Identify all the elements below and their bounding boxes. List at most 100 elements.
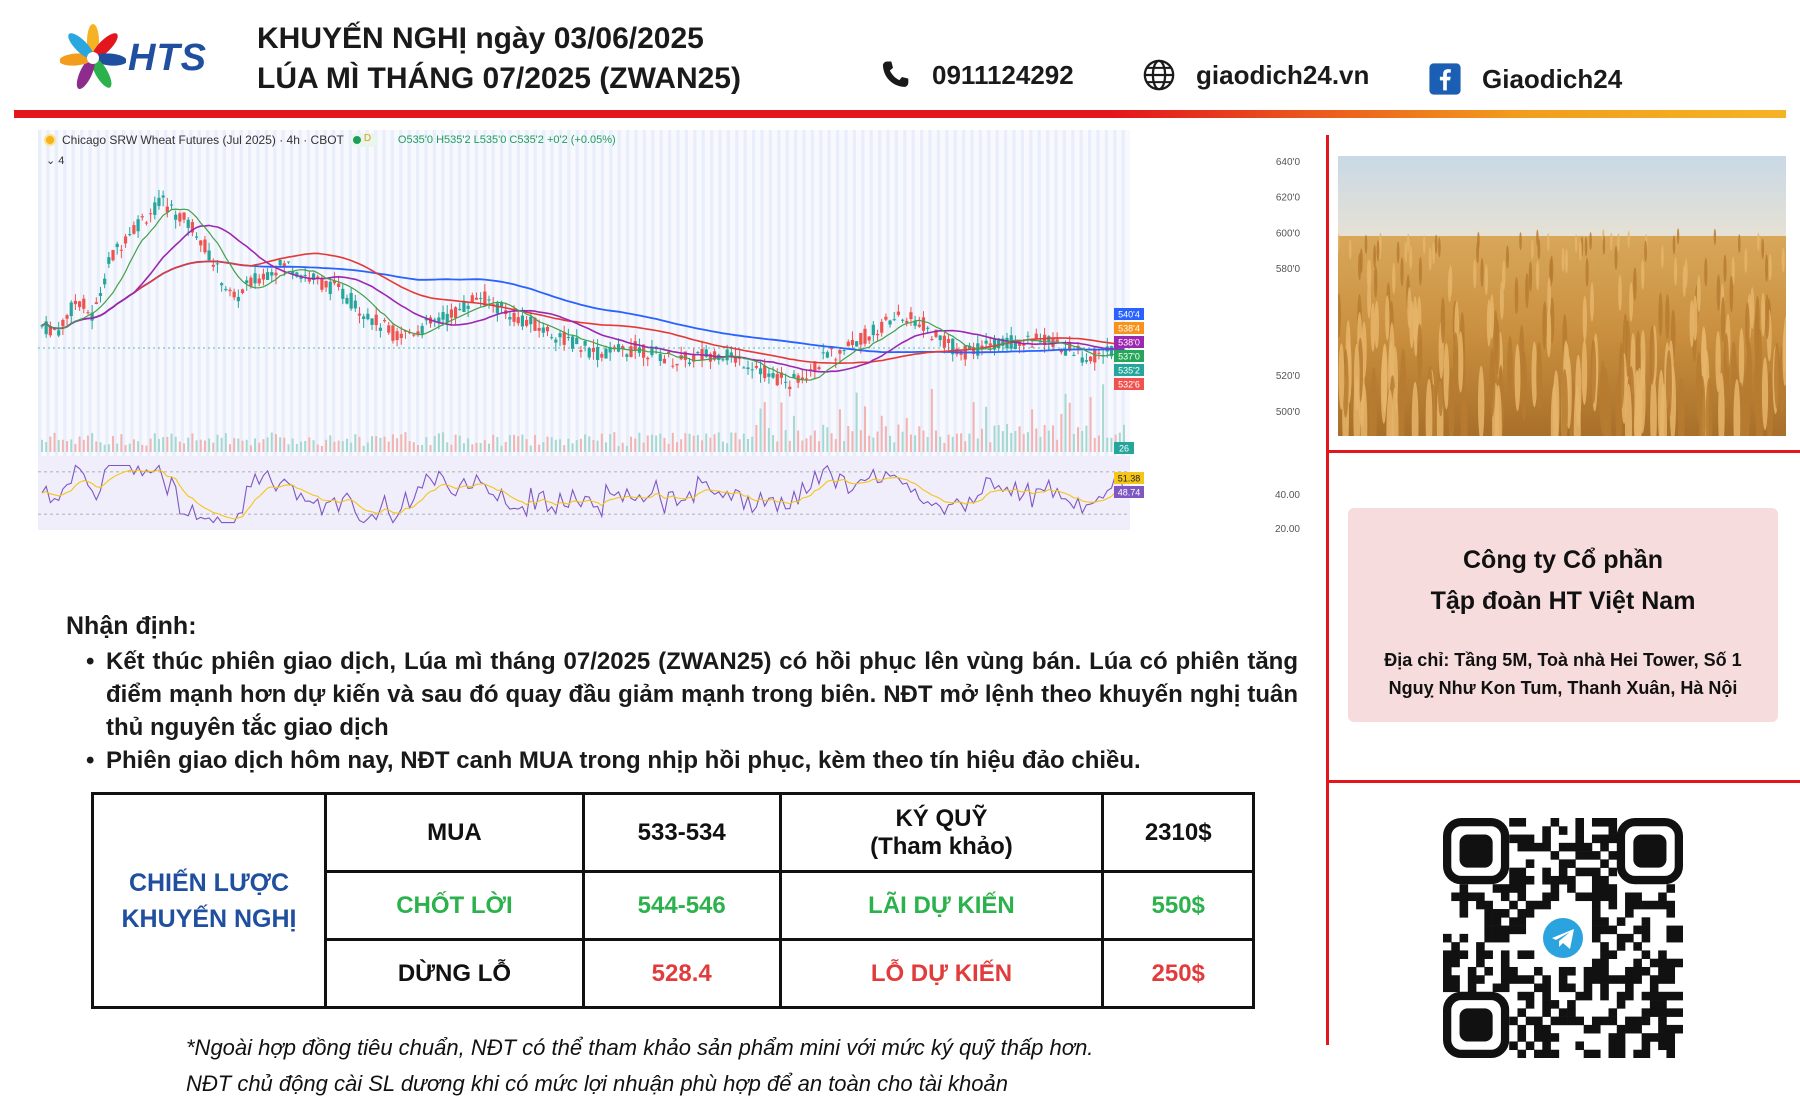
candle-body [1055,339,1059,342]
volume-bar [53,432,56,452]
candle-body [921,317,926,331]
logo-text: HTS [128,36,207,79]
session-stripe [819,130,823,530]
volume-bar [66,441,69,452]
qr-module [1608,867,1618,877]
qr-module [1517,909,1527,918]
price-chart-svg: 640'0 620'0 600'0 580'0 520'0 500'0 540'4 538'4… [38,130,1301,535]
session-stripe [920,130,924,530]
volume-bar [70,439,73,452]
wheat-ear [1499,280,1504,320]
qr-module [1542,867,1551,877]
candle-body [1047,336,1051,342]
qr-module [1525,991,1535,1001]
qr-module [1525,842,1535,852]
qr-module [1641,1033,1651,1042]
qr-module [1484,900,1493,910]
wheat-ear [1432,242,1435,265]
qr-module [1451,950,1460,959]
volume-bar [1072,433,1075,452]
candle-body [232,291,236,298]
indicator-collapse-toggle[interactable]: ⌄ 4 [46,155,65,167]
contact-phone[interactable]: 0911124292 [878,58,1074,92]
session-stripe [147,130,151,530]
volume-bar [579,438,582,452]
volume-bar [354,434,357,452]
wheat-ear [1370,302,1376,352]
volume-bar [646,435,649,452]
qr-module [1666,966,1676,976]
stop-loss-label: DỪNG LỖ [324,938,585,1009]
candle-body [784,381,788,383]
qr-module [1600,884,1609,893]
candle-body [880,321,884,333]
qr-module [1525,834,1535,844]
website-link[interactable]: giaodich24.vn [1196,59,1370,90]
volume-bar [488,443,491,452]
telegram-qr-code[interactable] [1443,818,1683,1058]
qr-module [1558,842,1568,852]
candle-body [863,328,867,344]
candle-body [320,278,324,290]
qr-module [1649,900,1659,910]
volume-label-badge [1114,442,1134,454]
wheat-ear [1506,245,1509,269]
candle-body [754,366,758,368]
candle-body [387,325,391,333]
wheat-ear [1665,294,1670,340]
qr-module [1608,1049,1618,1058]
facebook-link[interactable]: Giaodich24 [1482,63,1623,94]
volume-bar [233,438,236,452]
session-stripe [172,130,176,530]
contact-facebook[interactable]: Giaodich24 [1428,62,1622,96]
qr-module [1517,1024,1527,1034]
qr-finder-inner [1633,834,1667,868]
session-stripe [785,130,789,530]
wheat-ear [1761,292,1766,337]
qr-module [1509,1016,1518,1026]
candle-body [1026,335,1030,337]
volume-bar [312,440,315,452]
qr-module [1641,900,1651,910]
session-stripe [634,130,638,530]
candle-body [416,331,420,336]
qr-module [1550,875,1560,885]
candle-body [194,236,199,238]
qr-module [1591,958,1601,968]
price-tick-label: 580'0 [1276,264,1301,275]
candle-body [399,333,403,339]
qr-module [1625,1016,1634,1026]
qr-module [1666,958,1676,968]
wheat-ear [1400,257,1404,287]
qr-module [1591,975,1601,984]
wheat-ear [1599,360,1606,435]
contact-website[interactable]: giaodich24.vn [1142,58,1369,92]
volume-bar [183,443,186,452]
candle-body [190,222,194,233]
volume-bar [1018,426,1021,452]
volume-bar [120,434,123,452]
qr-module [1500,909,1510,918]
qr-module [1658,892,1667,902]
session-stripe [852,130,856,530]
session-stripe [810,130,814,530]
qr-module [1459,892,1469,902]
rsi-tick-label: 40.00 [1275,490,1300,501]
wheat-ear [1428,246,1432,271]
volume-bar [667,443,670,452]
session-stripe [802,130,806,530]
hts-logo-icon [60,24,126,90]
qr-module [1633,1049,1642,1058]
wheat-field-image [1338,156,1786,436]
session-stripe [760,130,764,530]
candle-body [48,325,52,336]
qr-module [1575,818,1584,827]
candle-body [520,315,525,327]
volume-bar [421,444,424,452]
session-stripe [609,130,613,530]
session-stripe [962,130,966,530]
expected-profit-value: 550$ [1101,870,1255,941]
symbol-icon [44,134,56,146]
candle-body [282,263,286,268]
wheat-ear [1744,248,1748,273]
